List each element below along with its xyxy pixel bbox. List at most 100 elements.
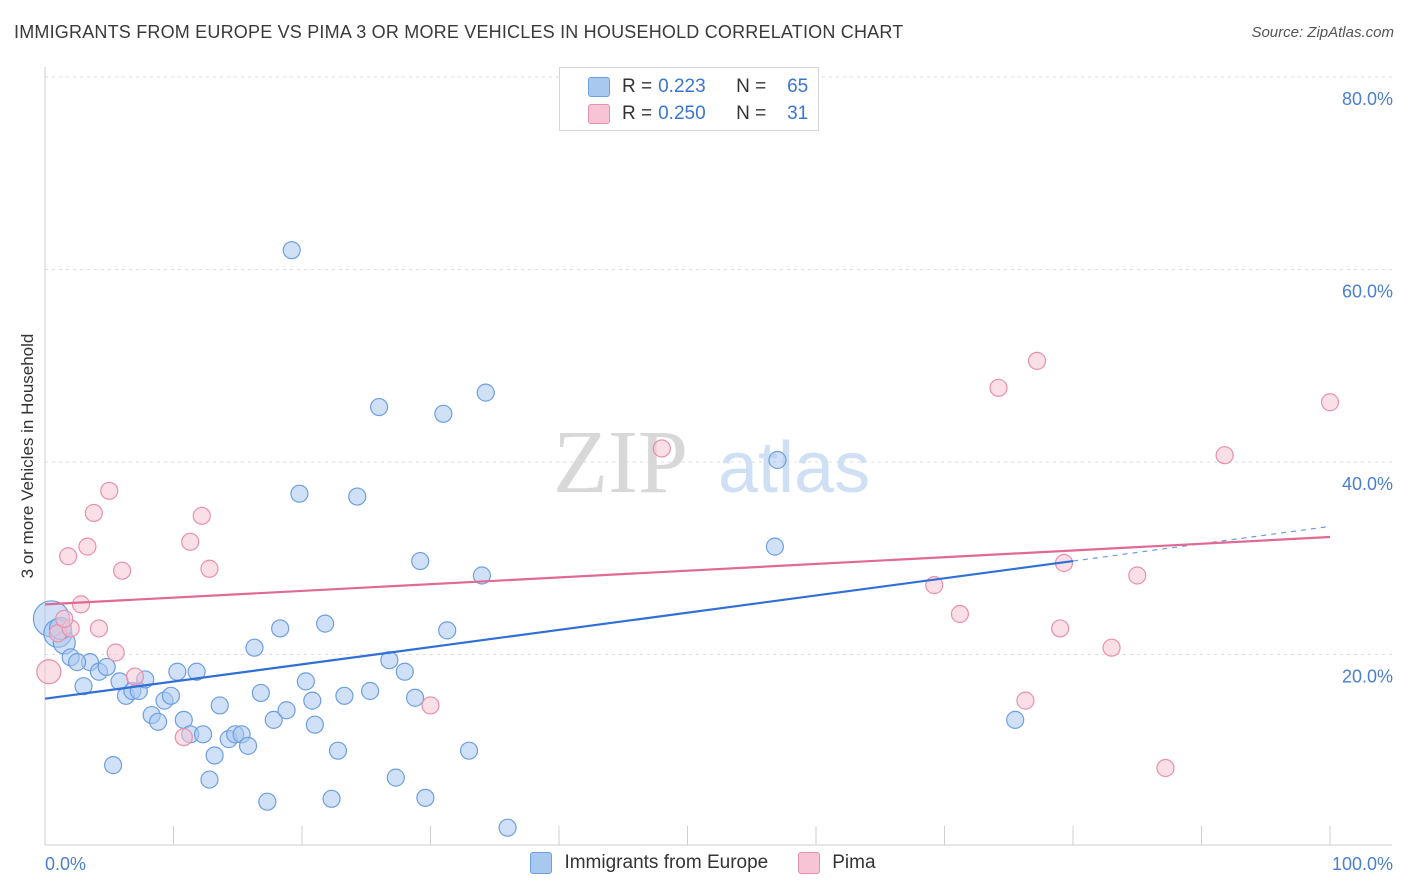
point-pima: [1156, 758, 1175, 778]
point-pima: [192, 506, 211, 525]
x-tick-label: 100.0%: [1332, 854, 1393, 874]
point-pima: [112, 561, 132, 580]
y-tick-label: 80.0%: [1342, 89, 1393, 109]
point-pima: [1320, 393, 1340, 412]
point-europe: [498, 818, 517, 837]
legend-swatch-pima: [588, 104, 610, 124]
point-europe: [104, 756, 123, 775]
point-europe: [97, 657, 116, 677]
chart-title: IMMIGRANTS FROM EUROPE VS PIMA 3 OR MORE…: [14, 22, 904, 42]
trend-lines: [44, 525, 1331, 700]
point-europe: [370, 397, 389, 417]
correlation-legend: R = 0.223 N = 65 R = 0.250 N = 31: [559, 67, 819, 131]
point-europe: [271, 619, 290, 638]
legend-item-pima[interactable]: Pima: [798, 852, 876, 874]
point-europe: [245, 638, 264, 657]
legend-n-label: N =: [736, 103, 767, 124]
trend-line-europe: [44, 559, 1074, 700]
y-tick-label: 60.0%: [1342, 282, 1393, 302]
point-europe: [200, 770, 219, 789]
point-pima: [55, 609, 74, 628]
series-legend: Immigrants from Europe Pima: [0, 852, 1406, 874]
point-europe: [1006, 710, 1025, 729]
point-pima: [1128, 566, 1147, 585]
point-europe: [161, 686, 181, 705]
point-pima: [989, 378, 1008, 397]
point-europe: [251, 683, 270, 703]
point-europe: [361, 681, 380, 701]
point-pima: [950, 604, 970, 624]
point-europe: [472, 566, 491, 585]
point-pima: [200, 559, 219, 578]
point-pima: [89, 619, 109, 638]
point-europe: [74, 677, 93, 696]
source-label: Source: ZipAtlas.com: [1251, 24, 1394, 41]
point-pima: [652, 439, 671, 458]
legend-swatch-europe: [530, 852, 553, 874]
point-europe: [768, 450, 787, 470]
point-europe: [148, 712, 168, 731]
point-pima: [125, 667, 145, 686]
point-europe: [277, 701, 296, 720]
point-pima: [174, 728, 193, 747]
point-europe: [348, 487, 367, 506]
point-europe: [282, 241, 301, 260]
point-europe: [386, 768, 405, 787]
point-europe: [765, 537, 784, 556]
trend-line-pima: [44, 535, 1331, 606]
point-europe: [395, 662, 414, 681]
point-europe: [187, 662, 206, 681]
watermark: ZIP atlas: [553, 413, 870, 512]
legend-r-label: R =: [622, 76, 653, 97]
watermark-zip: ZIP: [553, 413, 688, 512]
point-europe: [438, 621, 457, 640]
point-pima: [1027, 351, 1047, 370]
point-europe: [296, 672, 315, 691]
legend-r-value: 0.223: [658, 76, 706, 97]
point-pima: [106, 643, 125, 662]
point-pima: [1215, 446, 1234, 465]
point-pima: [1102, 638, 1121, 657]
point-europe: [68, 653, 87, 672]
point-europe: [290, 484, 309, 503]
point-pima: [36, 659, 62, 685]
point-pima: [421, 696, 440, 715]
y-tick-label: 20.0%: [1342, 667, 1393, 687]
trend-extension-europe: [1072, 525, 1331, 562]
point-europe: [434, 404, 453, 423]
legend-n-value: 65: [787, 76, 809, 97]
point-europe: [168, 662, 187, 681]
legend-swatch-europe: [588, 77, 610, 97]
point-pima: [78, 537, 97, 556]
point-europe: [416, 788, 435, 807]
x-tick-label: 0.0%: [45, 854, 86, 874]
legend-r-value: 0.250: [658, 103, 706, 124]
legend-item-europe[interactable]: Immigrants from Europe: [530, 852, 768, 874]
legend-label-europe: Immigrants from Europe: [564, 852, 769, 873]
point-europe: [459, 741, 479, 760]
point-europe: [335, 686, 354, 705]
legend-r-label: R =: [622, 103, 653, 124]
point-europe: [305, 715, 324, 734]
watermark-atlas: atlas: [718, 428, 870, 508]
point-europe: [316, 614, 335, 633]
point-pima: [1051, 619, 1070, 638]
legend-n-value: 31: [787, 103, 809, 124]
point-pima: [71, 595, 91, 614]
point-europe: [322, 789, 341, 808]
legend-label-pima: Pima: [832, 852, 876, 873]
tick-labels: 20.0% 40.0% 60.0% 80.0% 0.0% 100.0%: [45, 89, 1393, 874]
point-europe: [303, 691, 322, 710]
point-europe: [258, 792, 277, 811]
point-europe: [238, 736, 258, 755]
point-europe: [264, 710, 283, 729]
point-europe: [193, 725, 213, 744]
point-europe: [405, 688, 425, 707]
point-pima: [84, 503, 103, 523]
point-europe: [411, 551, 430, 571]
y-tick-label: 40.0%: [1342, 474, 1393, 494]
point-pima: [1016, 691, 1035, 710]
legend-n-label: N =: [736, 76, 767, 97]
point-europe: [205, 746, 224, 765]
